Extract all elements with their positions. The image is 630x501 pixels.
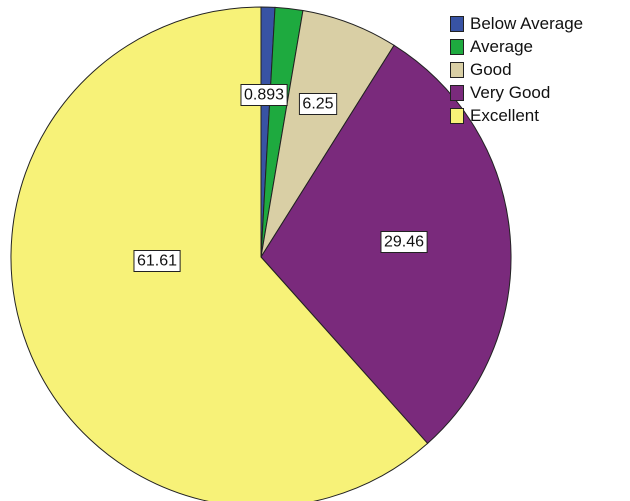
legend-swatch — [450, 61, 464, 78]
legend: Below Average Average Good Very Good Excelle… — [450, 12, 583, 127]
data-label-text: 0.893 — [244, 87, 284, 104]
data-label-excellent: 61.61 — [133, 250, 181, 272]
legend-label: Very Good — [470, 82, 551, 102]
data-label-text: 29.46 — [384, 234, 424, 251]
legend-label: Below Average — [470, 13, 584, 33]
pie-slice-excellent — [10, 6, 429, 501]
legend-item-very-good: Very Good — [450, 81, 583, 104]
legend-label: Good — [470, 59, 512, 79]
data-label-box — [380, 231, 428, 253]
legend-item-excellent: Excellent — [450, 104, 583, 127]
data-label-box — [240, 84, 288, 106]
data-label-box — [133, 250, 181, 272]
data-label-text: 61.61 — [137, 253, 177, 270]
legend-label: Average — [470, 36, 534, 56]
legend-label: Excellent — [470, 105, 539, 125]
legend-swatch — [450, 84, 464, 101]
data-label-box — [298, 93, 338, 115]
data-label-good: 6.25 — [298, 93, 338, 115]
data-label-text: 6.25 — [302, 96, 333, 113]
data-label-below-average: 0.893 — [240, 84, 288, 106]
legend-item-below-average: Below Average — [450, 12, 583, 35]
legend-swatch — [450, 107, 464, 124]
legend-swatch — [450, 38, 464, 55]
legend-item-good: Good — [450, 58, 583, 81]
legend-item-average: Average — [450, 35, 583, 58]
legend-swatch — [450, 15, 464, 32]
data-label-very-good: 29.46 — [380, 231, 428, 253]
